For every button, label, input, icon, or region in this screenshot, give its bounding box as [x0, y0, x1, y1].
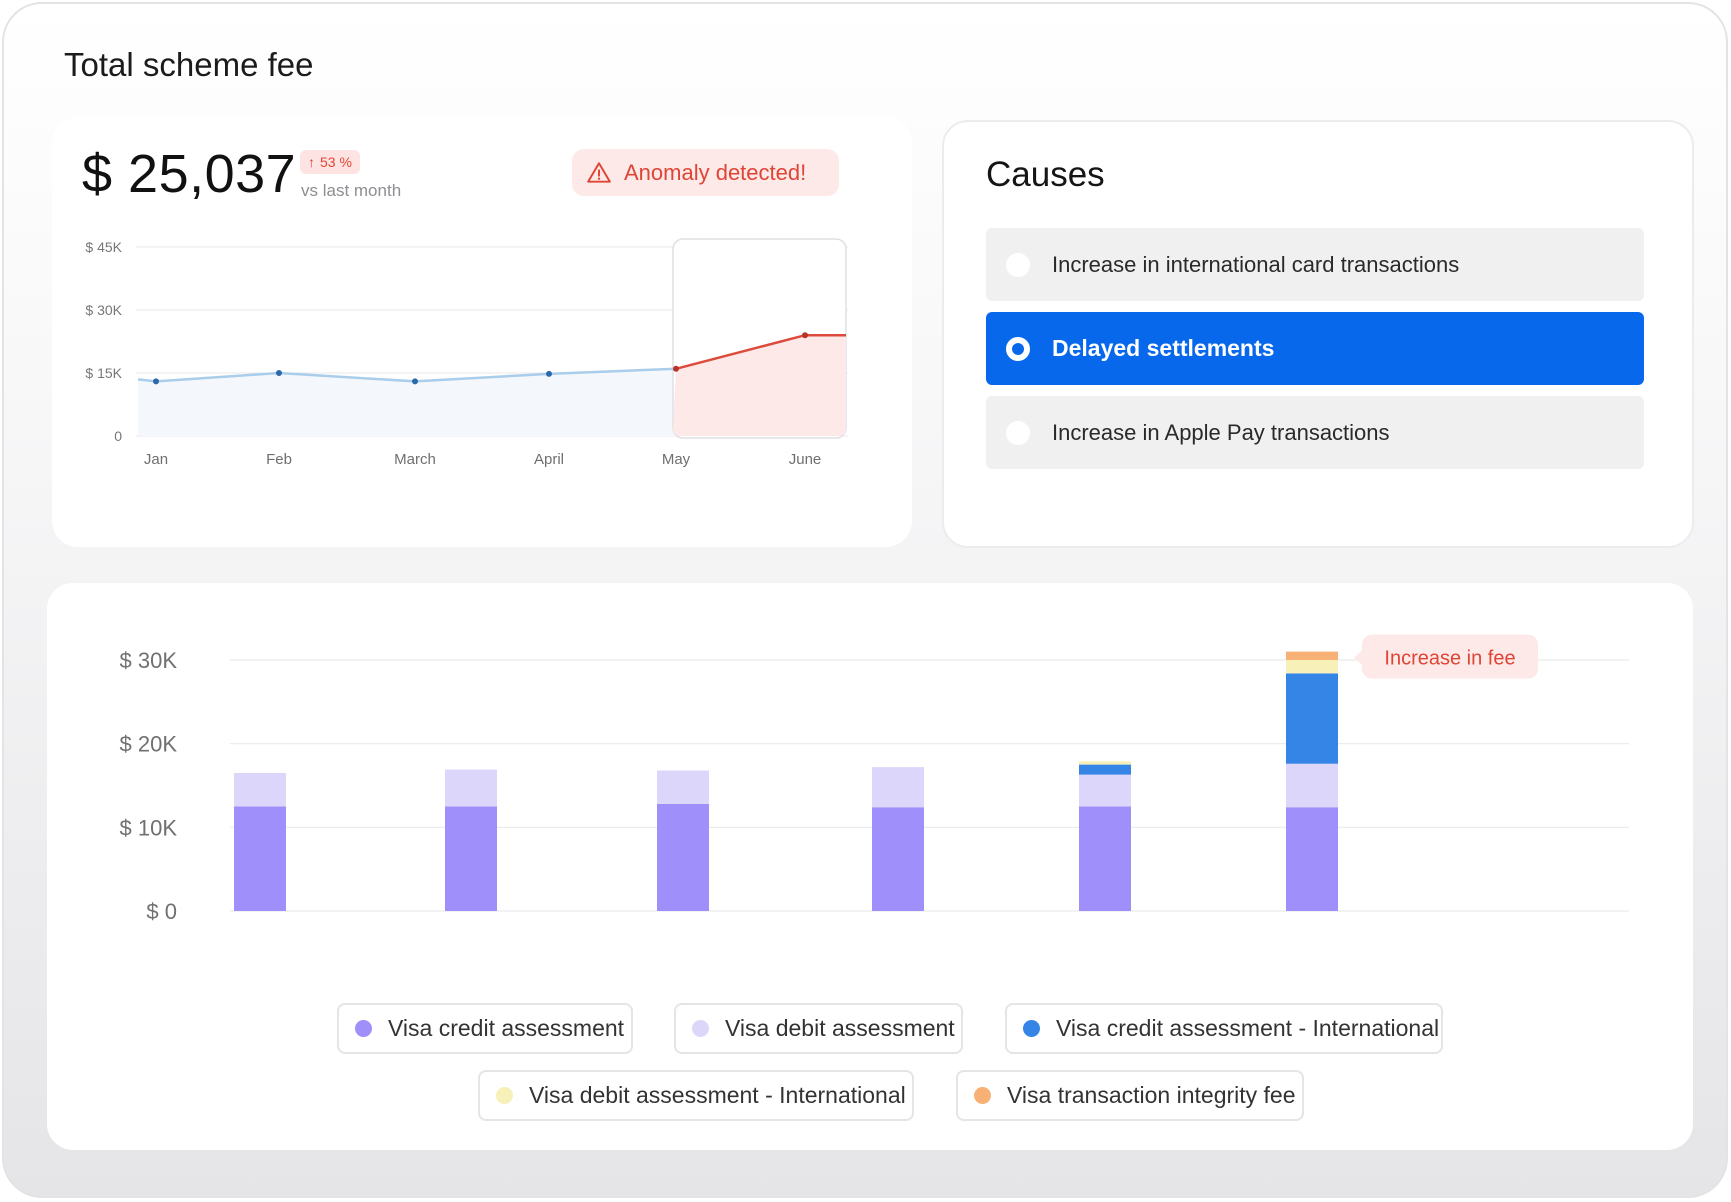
radio-icon[interactable]	[1006, 420, 1030, 445]
legend-label: Visa debit assessment	[725, 1015, 955, 1041]
legend-visa-credit-international[interactable]: Visa credit assessment - International	[1005, 1003, 1443, 1054]
callout-pointer	[1354, 648, 1364, 667]
legend-visa-integrity-fee[interactable]: Visa transaction integrity fee	[956, 1070, 1304, 1121]
y-tick-label: $ 30K	[85, 302, 122, 318]
data-point	[276, 370, 282, 376]
total-amount: $ 25,037	[82, 144, 297, 204]
cause-option-international[interactable]: Increase in international card transacti…	[986, 228, 1644, 301]
bar-segment	[1286, 763, 1338, 808]
legend-dot	[1023, 1020, 1040, 1037]
y-tick-label: $ 10K	[120, 815, 178, 840]
bar-segment	[872, 807, 924, 911]
legend-visa-debit[interactable]: Visa debit assessment	[674, 1003, 963, 1054]
legend-visa-debit-international[interactable]: Visa debit assessment - International	[478, 1070, 914, 1121]
callout-label: Increase in fee	[1384, 648, 1515, 670]
bar-segment	[1286, 807, 1338, 911]
increase-in-fee-callout: Increase in fee	[1354, 634, 1538, 679]
delta-badge: ↑ 53 %	[300, 150, 360, 174]
warning-triangle-icon	[587, 161, 611, 183]
cause-option-delayed-settlements[interactable]: Delayed settlements	[986, 312, 1644, 385]
radio-icon[interactable]	[1006, 252, 1030, 277]
bar-segment	[445, 769, 497, 807]
data-point	[802, 332, 808, 339]
callout-box	[1362, 634, 1538, 679]
y-tick-label: $ 30K	[120, 648, 178, 673]
bar-segment	[657, 803, 709, 911]
x-tick-label: Feb	[266, 451, 292, 468]
bar-segment	[1286, 660, 1338, 674]
y-tick-label: $ 20K	[120, 732, 178, 757]
delta-value: 53 %	[320, 154, 352, 170]
y-tick-label: $ 45K	[85, 239, 122, 255]
area-normal	[138, 368, 676, 436]
x-tick-label: April	[534, 451, 564, 468]
summary-card: $ 25,037 ↑ 53 % vs last month Anomaly det…	[52, 117, 912, 547]
bar-segment	[1079, 774, 1131, 807]
page-title: Total scheme fee	[64, 46, 314, 83]
y-tick-label: 0	[114, 428, 122, 444]
bar-segment	[872, 767, 924, 808]
cause-label: Delayed settlements	[1052, 335, 1275, 361]
bar-segment	[1079, 764, 1131, 775]
legend-dot	[974, 1087, 991, 1104]
bar-segment	[1079, 761, 1131, 765]
delta-caption: vs last month	[301, 181, 402, 200]
legend-label: Visa debit assessment - International	[529, 1082, 906, 1108]
legend-label: Visa transaction integrity fee	[1007, 1082, 1296, 1108]
cause-label: Increase in Apple Pay transactions	[1052, 419, 1390, 445]
legend-visa-credit[interactable]: Visa credit assessment	[337, 1003, 633, 1054]
y-tick-label: $ 0	[146, 899, 177, 923]
legend-dot	[496, 1087, 513, 1104]
cause-option-apple-pay[interactable]: Increase in Apple Pay transactions	[986, 396, 1644, 469]
x-tick-label: March	[394, 451, 436, 468]
bar-segment	[234, 806, 286, 911]
cause-label: Increase in international card transacti…	[1052, 251, 1460, 277]
x-tick-label: Jan	[144, 451, 168, 468]
x-tick-label: June	[789, 451, 822, 468]
breakdown-card: $ 0$ 10K$ 20K$ 30KJanFebMarchAprilMayJun…	[47, 583, 1693, 1150]
y-tick-label: $ 15K	[85, 365, 122, 381]
legend-label: Visa credit assessment - International	[1056, 1015, 1440, 1041]
causes-card: Causes Increase in international card tr…	[942, 120, 1694, 548]
data-point	[546, 370, 552, 377]
legend-dot	[692, 1020, 709, 1037]
radio-selected-icon[interactable]	[1006, 336, 1030, 361]
bar-segment	[1286, 673, 1338, 764]
bar-segment	[657, 770, 709, 804]
data-point	[153, 378, 159, 385]
anomaly-badge[interactable]: Anomaly detected!	[572, 149, 839, 196]
anomaly-label: Anomaly detected!	[624, 159, 807, 185]
data-point	[412, 378, 418, 385]
fee-line-chart: 0 $ 15K $ 30K $ 45K Jan Feb March April May June	[85, 238, 848, 468]
data-point	[673, 365, 679, 372]
legend-dot	[355, 1020, 372, 1037]
fee-breakdown-bar-chart: $ 0$ 10K$ 20K$ 30KJanFebMarchAprilMayJun…	[120, 634, 1629, 923]
legend-label: Visa credit assessment	[388, 1015, 625, 1041]
line-normal	[137, 367, 677, 383]
bar-segment	[1079, 806, 1131, 911]
bar-segment	[1286, 651, 1338, 660]
causes-title: Causes	[986, 155, 1105, 194]
arrow-up-icon: ↑	[308, 154, 315, 170]
x-tick-label: May	[662, 451, 691, 468]
bar-segment	[234, 772, 286, 807]
bar-segment	[445, 806, 497, 911]
area-anomaly	[673, 335, 846, 436]
